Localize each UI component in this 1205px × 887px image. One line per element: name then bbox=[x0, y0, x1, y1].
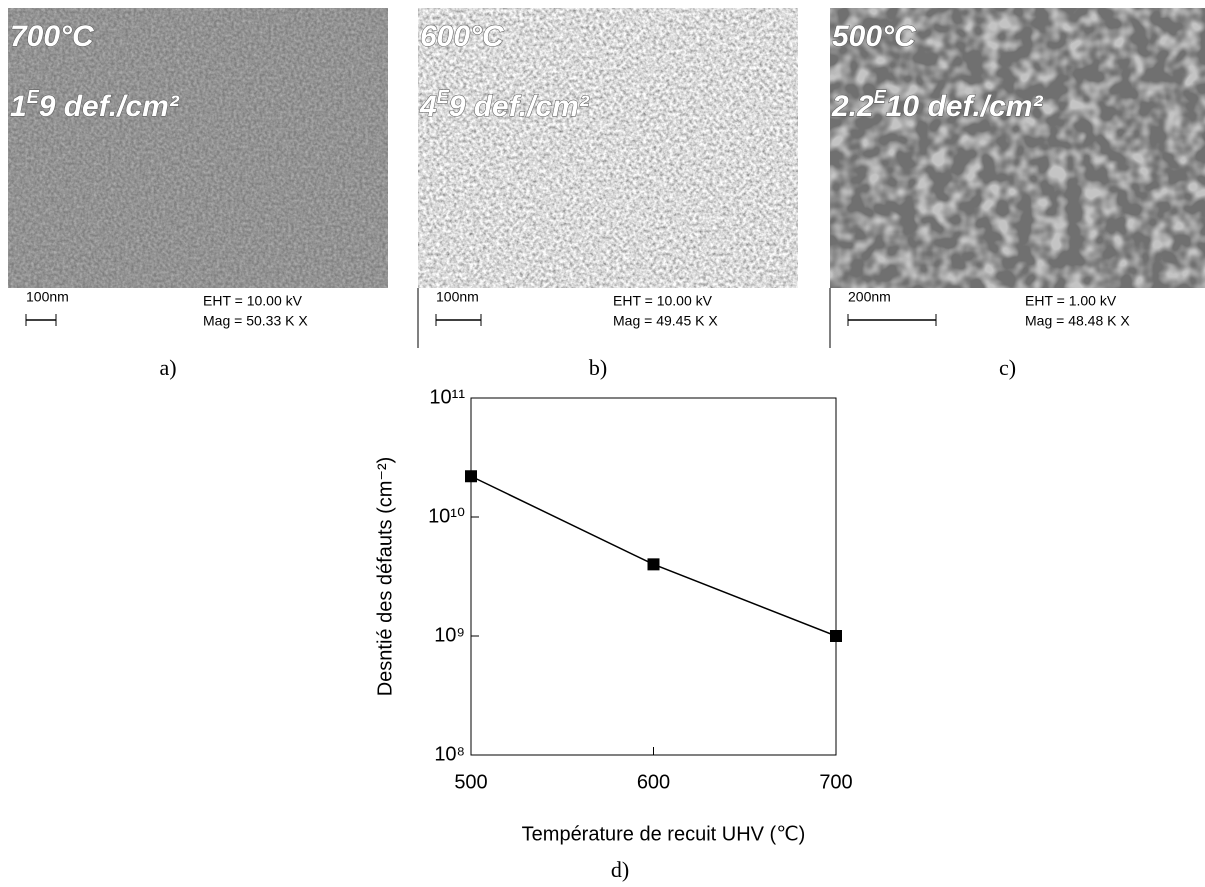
scale-label: 100nm bbox=[436, 289, 479, 305]
x-tick-label: 700 bbox=[819, 771, 852, 793]
panel-label: b) bbox=[589, 355, 607, 380]
x-tick-label: 600 bbox=[637, 771, 670, 793]
y-tick-label: 10⁸ bbox=[434, 743, 465, 765]
sem-image bbox=[418, 8, 798, 288]
density-part: E bbox=[437, 87, 450, 107]
y-tick-label: 10¹⁰ bbox=[428, 505, 465, 527]
density-part: E bbox=[27, 87, 40, 107]
mag-label: Mag = 48.48 K X bbox=[1025, 313, 1130, 329]
plot-frame bbox=[470, 397, 837, 756]
x-axis-title: Température de recuit UHV (℃) bbox=[522, 823, 806, 845]
sem-panel: 700°C 1E9 def./cm² 100nm EHT = 10.00 kV Mag … bbox=[8, 8, 388, 380]
mag-label: Mag = 50.33 K X bbox=[203, 313, 308, 329]
sem-panel: 500°C 2.2E10 def./cm² 200nm EHT = 1.00 kV Ma… bbox=[829, 8, 1205, 380]
y-tick-label: 10¹¹ bbox=[429, 386, 465, 408]
panel-label: c) bbox=[999, 355, 1016, 380]
data-line bbox=[470, 475, 837, 637]
panel-label: d) bbox=[611, 857, 629, 882]
temperature-label: 700°C bbox=[10, 20, 95, 53]
sem-image bbox=[830, 8, 1205, 288]
sem-panel: 600°C 4E9 def./cm² 100nm EHT = 10.00 kV Mag … bbox=[417, 8, 798, 380]
data-point bbox=[465, 470, 477, 483]
density-part: E bbox=[874, 87, 887, 107]
scale-label: 100nm bbox=[26, 289, 69, 305]
sem-image bbox=[8, 8, 388, 288]
density-label: 4E9 def./cm² bbox=[419, 87, 590, 123]
y-tick-label: 10⁹ bbox=[434, 624, 465, 646]
temperature-label: 500°C bbox=[832, 20, 917, 53]
density-part: 2.2 bbox=[831, 90, 874, 123]
eht-label: EHT = 10.00 kV bbox=[613, 293, 713, 309]
density-part: 9 def./cm² bbox=[449, 90, 590, 123]
eht-label: EHT = 10.00 kV bbox=[203, 293, 303, 309]
eht-label: EHT = 1.00 kV bbox=[1025, 293, 1117, 309]
panel-label: a) bbox=[159, 355, 176, 380]
temperature-label: 600°C bbox=[420, 20, 505, 53]
density-label: 1E9 def./cm² bbox=[10, 87, 180, 123]
mag-label: Mag = 49.45 K X bbox=[613, 313, 718, 329]
density-label: 2.2E10 def./cm² bbox=[831, 87, 1043, 123]
density-part: 1 bbox=[10, 90, 27, 123]
density-part: 10 def./cm² bbox=[886, 90, 1044, 123]
data-point bbox=[647, 558, 660, 571]
y-axis-title: Desntié des défauts (cm⁻²) bbox=[374, 457, 396, 697]
scale-label: 200nm bbox=[848, 289, 891, 305]
x-tick-label: 500 bbox=[454, 771, 487, 793]
density-part: 9 def./cm² bbox=[39, 90, 180, 123]
density-part: 4 bbox=[419, 90, 437, 123]
data-point bbox=[830, 630, 842, 642]
